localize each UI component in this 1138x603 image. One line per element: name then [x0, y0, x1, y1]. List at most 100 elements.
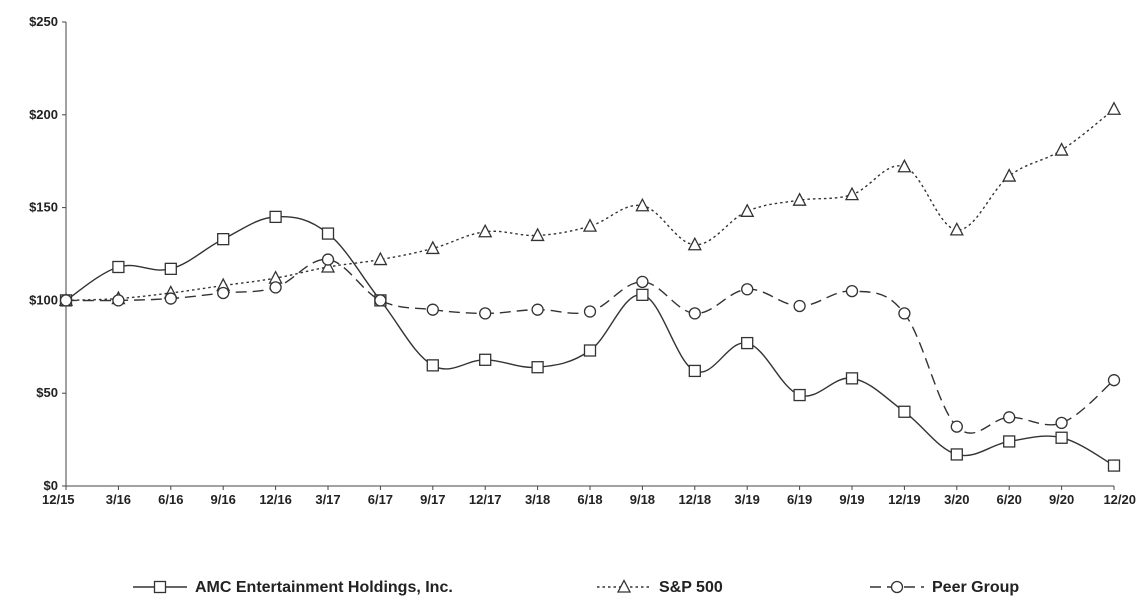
- y-tick-label: $100: [29, 292, 58, 307]
- data-point-circle-marker: [164, 292, 177, 305]
- y-tick-label: $250: [29, 14, 58, 29]
- data-point-square-marker: [479, 353, 492, 366]
- legend-item: Peer Group: [870, 579, 1019, 596]
- x-axis-ticks: 12/15 3/16 6/16 9/16 12/16 3/17 6/17 9/17 12/17 3…: [42, 486, 1136, 507]
- data-point-square-marker: [950, 448, 963, 461]
- legend-label: S&P 500: [659, 579, 723, 596]
- legend-label: Peer Group: [932, 579, 1019, 596]
- data-point-square-marker: [1055, 431, 1068, 444]
- data-point-square-marker: [112, 260, 125, 274]
- data-point-square-marker: [793, 388, 806, 402]
- data-point-circle-marker: [217, 286, 230, 300]
- legend-item: AMC Entertainment Holdings, Inc.: [133, 579, 453, 596]
- series-line: [65, 108, 1115, 302]
- x-tick-label: 12/18: [679, 492, 712, 507]
- x-tick-label: 3/18: [525, 492, 550, 507]
- series-line: [65, 215, 1115, 467]
- data-point-triangle-marker: [1002, 168, 1017, 182]
- data-point-square-marker: [321, 227, 335, 240]
- data-point-triangle-marker: [635, 197, 650, 212]
- x-tick-label: 9/16: [211, 492, 236, 507]
- data-point-triangle-marker: [530, 227, 545, 242]
- legend-triangle-marker: [616, 579, 632, 593]
- data-point-circle-marker: [741, 283, 754, 296]
- x-tick-label: 6/17: [368, 492, 393, 507]
- x-tick-label: 12/16: [259, 492, 292, 507]
- data-point-square-marker: [164, 262, 177, 275]
- data-point-triangle-marker: [478, 223, 493, 238]
- x-tick-label: 6/18: [577, 492, 602, 507]
- data-point-square-marker: [217, 233, 230, 246]
- data-point-triangle-marker: [373, 251, 388, 266]
- y-tick-label: $50: [36, 385, 58, 400]
- legend-label: AMC Entertainment Holdings, Inc.: [195, 579, 453, 596]
- x-tick-label: 3/19: [735, 492, 760, 507]
- x-tick-label: 6/20: [997, 492, 1022, 507]
- data-point-square-marker: [1107, 459, 1121, 472]
- data-point-square-marker: [426, 359, 439, 372]
- legend: AMC Entertainment Holdings, Inc. S&P 500 P…: [133, 579, 1019, 596]
- x-tick-label: 9/19: [839, 492, 864, 507]
- data-point-square-marker: [636, 288, 649, 301]
- data-point-circle-marker: [531, 303, 544, 316]
- data-point-circle-marker: [688, 307, 701, 320]
- series-1: [58, 101, 1122, 307]
- data-point-circle-marker: [1055, 416, 1068, 430]
- data-point-circle-marker: [583, 305, 597, 318]
- data-point-circle-marker: [793, 299, 806, 313]
- legend-circle-marker: [890, 580, 904, 594]
- x-tick-label: 12/15: [42, 492, 75, 507]
- x-tick-label: 3/16: [106, 492, 131, 507]
- data-point-circle-marker: [845, 284, 859, 298]
- data-point-triangle-marker: [844, 186, 860, 201]
- data-point-circle-marker: [269, 281, 282, 294]
- data-point-circle-marker: [898, 307, 911, 320]
- series-0: [59, 210, 1121, 472]
- x-tick-label: 12/17: [469, 492, 502, 507]
- x-tick-label: 9/17: [420, 492, 445, 507]
- data-point-square-marker: [898, 405, 911, 418]
- x-tick-label: 6/19: [787, 492, 812, 507]
- data-point-triangle-marker: [897, 158, 912, 173]
- data-point-triangle-marker: [582, 218, 598, 232]
- x-tick-label: 3/20: [944, 492, 969, 507]
- x-tick-label: 9/18: [630, 492, 655, 507]
- data-point-triangle-marker: [792, 192, 807, 206]
- legend-square-marker: [153, 580, 167, 594]
- data-point-triangle-marker: [425, 240, 440, 255]
- data-point-triangle-marker: [320, 259, 336, 273]
- data-point-triangle-marker: [687, 236, 702, 251]
- x-tick-label: 6/16: [158, 492, 183, 507]
- data-point-circle-marker: [321, 253, 335, 266]
- data-point-square-marker: [845, 372, 859, 385]
- x-tick-label: 12/19: [888, 492, 921, 507]
- y-tick-label: $0: [44, 478, 58, 493]
- x-tick-label: 9/20: [1049, 492, 1074, 507]
- data-point-triangle-marker: [949, 221, 964, 236]
- data-point-circle-marker: [636, 275, 649, 288]
- data-point-square-marker: [583, 344, 597, 357]
- y-tick-label: $150: [29, 200, 58, 215]
- data-point-square-marker: [741, 336, 754, 350]
- data-point-square-marker: [688, 364, 701, 378]
- series-line: [65, 258, 1115, 434]
- data-point-square-marker: [531, 361, 544, 374]
- data-point-triangle-marker: [1054, 142, 1069, 156]
- data-point-circle-marker: [1003, 411, 1016, 424]
- y-axis-ticks: $0 $50 $100 $150 $200 $250: [29, 14, 66, 493]
- data-point-square-marker: [1003, 435, 1016, 448]
- y-tick-label: $200: [29, 107, 58, 122]
- data-point-circle-marker: [59, 294, 73, 307]
- data-point-circle-marker: [479, 307, 492, 320]
- series-layer: [58, 101, 1122, 472]
- data-point-triangle-marker: [1106, 101, 1122, 115]
- data-point-circle-marker: [950, 420, 963, 433]
- legend-item: S&P 500: [597, 579, 723, 596]
- data-point-circle-marker: [112, 294, 125, 307]
- data-point-circle-marker: [374, 294, 387, 307]
- series-2: [59, 253, 1121, 434]
- data-point-triangle-marker: [740, 203, 755, 217]
- x-tick-label: 12/20: [1103, 492, 1136, 507]
- data-point-circle-marker: [426, 303, 439, 316]
